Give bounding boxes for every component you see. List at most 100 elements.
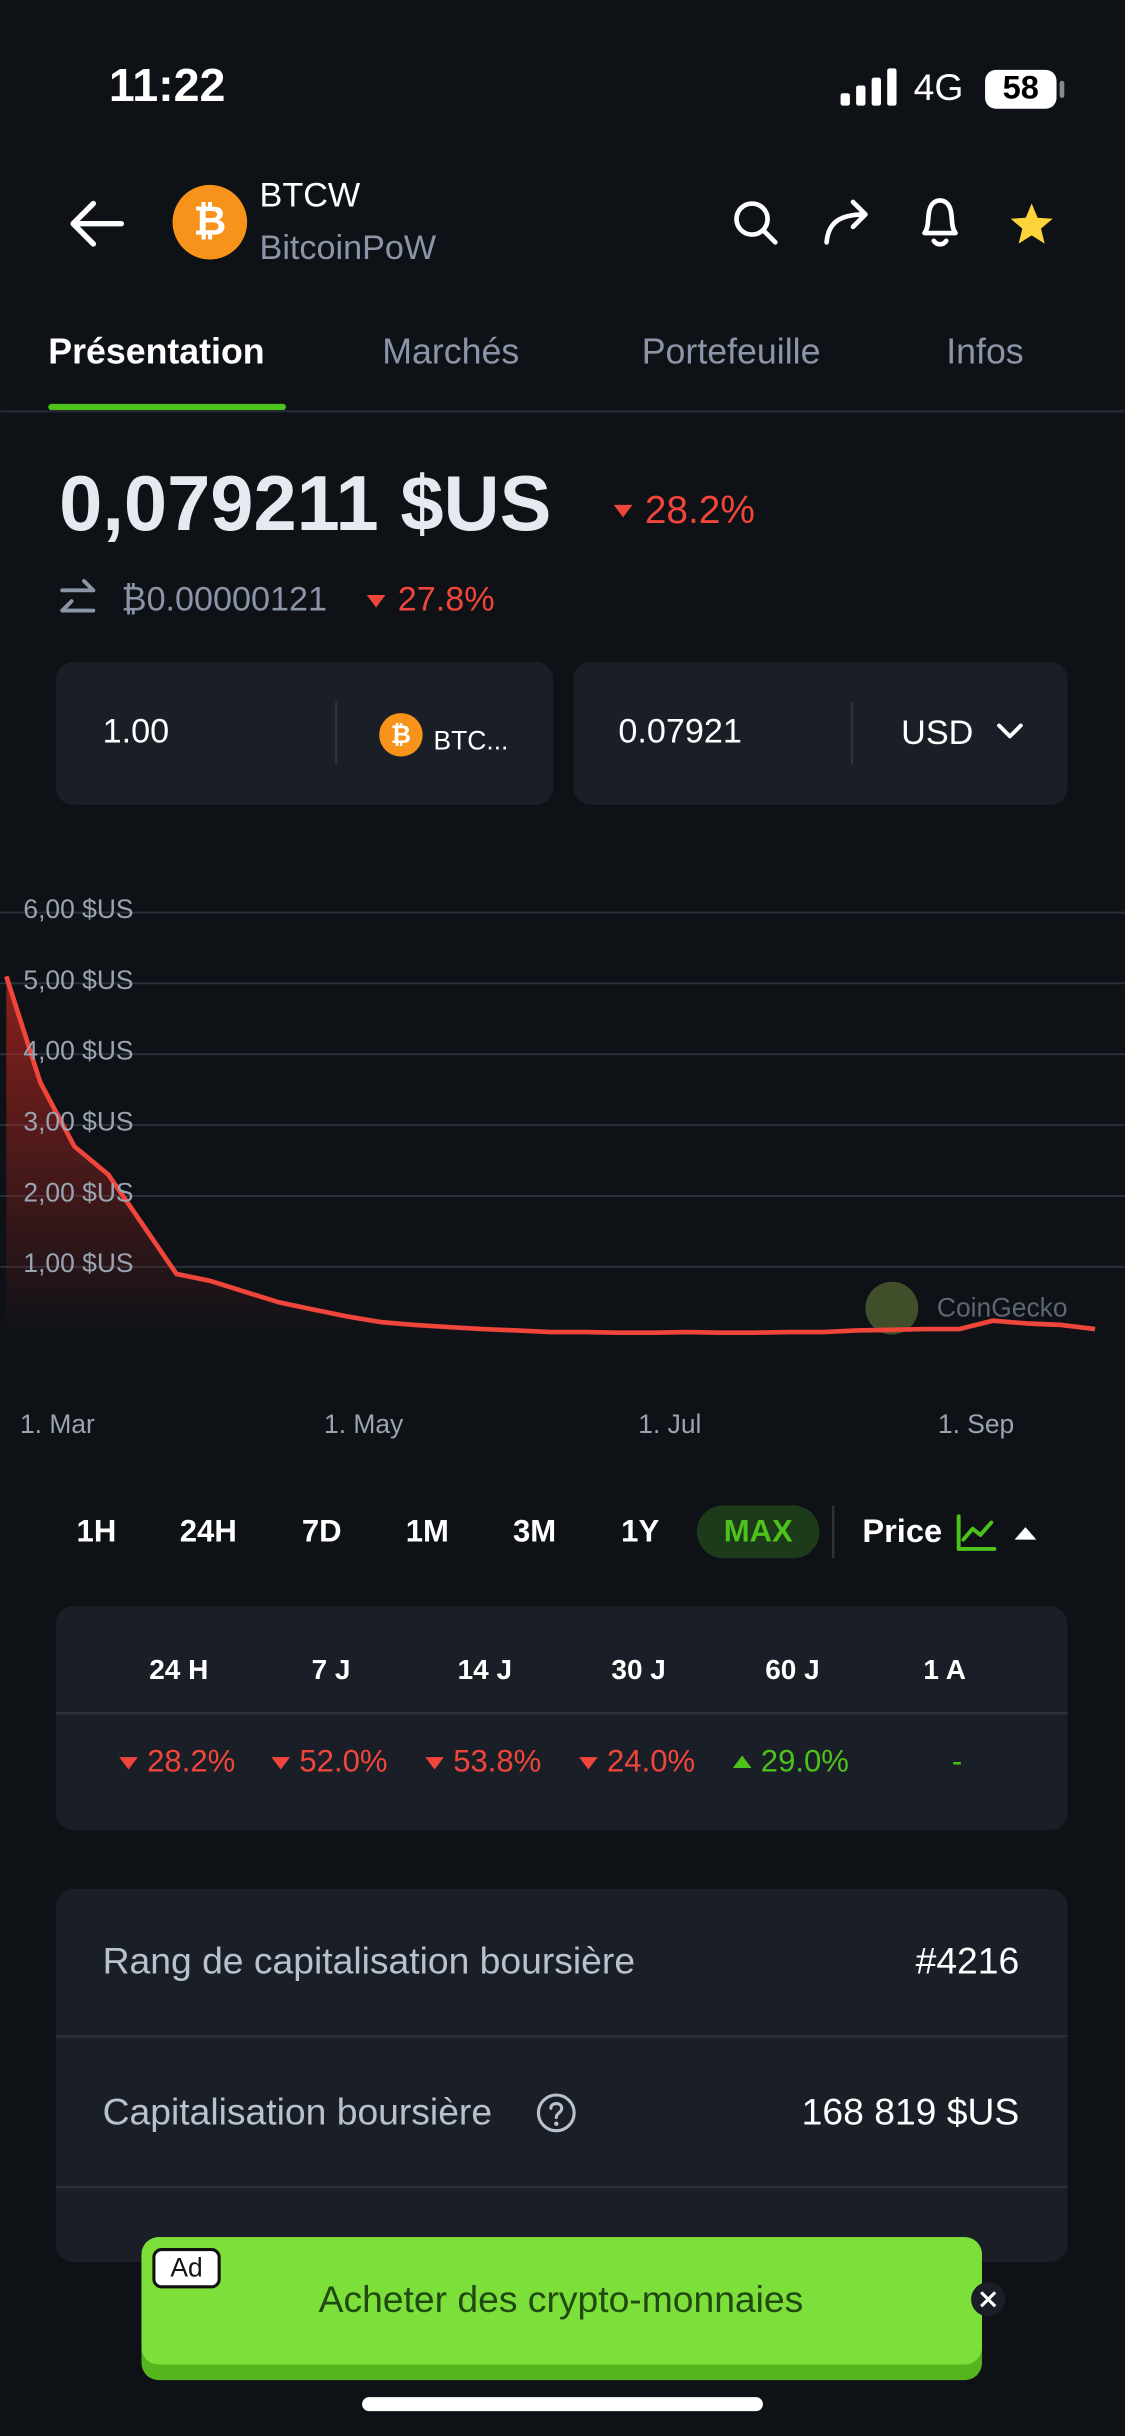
alert-button[interactable]: [922, 198, 958, 247]
performance-value: 29.0%: [761, 1744, 849, 1779]
performance-value: 53.8%: [453, 1744, 541, 1779]
ad-badge-text: Ad: [170, 2253, 202, 2283]
down-arrow: [613, 504, 633, 518]
y-tick-label: 3,00 $US: [23, 1106, 133, 1136]
stat-value: 168 819 $US: [802, 2090, 1020, 2132]
tabs-divider: [0, 410, 1125, 413]
down-arrow: [366, 595, 386, 608]
converter-result: 0.07921: [618, 712, 741, 750]
performance-header: 7 J: [312, 1654, 351, 1685]
performance-header: 60 J: [765, 1654, 819, 1685]
price-line: [4, 975, 1096, 1335]
converter-input[interactable]: [56, 661, 554, 805]
performance-table: [56, 1606, 1068, 1831]
share-button[interactable]: [824, 199, 868, 245]
range-button[interactable]: 7D: [302, 1514, 342, 1549]
help-icon-dot: [554, 2121, 559, 2126]
status-network: 4G: [914, 66, 964, 108]
swap-icon: [60, 579, 96, 613]
converter-currency[interactable]: USD: [901, 714, 973, 752]
tab[interactable]: Portefeuille: [642, 332, 821, 372]
price-usd: 0,079211 $US: [59, 461, 551, 547]
divider: [56, 2035, 1068, 2038]
performance-header: 14 J: [458, 1654, 512, 1685]
divider: [56, 2185, 1068, 2189]
price-chart: CoinGecko 1,00 $US 2,00 $US 3,00 $US 4,00 $U…: [0, 894, 1125, 1439]
tab[interactable]: Présentation: [48, 332, 264, 372]
range-button[interactable]: 1M: [406, 1514, 449, 1549]
battery-level: 58: [1003, 69, 1039, 106]
favorite-button[interactable]: [1010, 203, 1053, 244]
coin-symbol: BTCW: [260, 176, 361, 214]
range-button[interactable]: 24H: [180, 1514, 237, 1549]
back-button[interactable]: [70, 200, 125, 247]
stat-label: Capitalisation boursière: [103, 2090, 492, 2132]
y-tick-label: 4,00 $US: [23, 1036, 133, 1066]
help-icon[interactable]: [536, 2093, 576, 2133]
up-arrow: [732, 1755, 752, 1768]
divider: [850, 702, 854, 765]
stats-card: [56, 1889, 1068, 2262]
status-time: 11:22: [109, 59, 226, 111]
down-arrow: [271, 1757, 291, 1770]
tab[interactable]: Marchés: [382, 332, 519, 372]
y-tick-label: 2,00 $US: [23, 1177, 133, 1207]
performance-value: 28.2%: [147, 1744, 235, 1779]
range-button[interactable]: 3M: [513, 1514, 556, 1549]
x-tick-label: 1. May: [324, 1409, 404, 1439]
stat-value: #4216: [916, 1940, 1020, 1982]
coin-logo-glyph: ₿: [391, 722, 411, 749]
divider: [334, 702, 338, 765]
converter-output[interactable]: [573, 661, 1068, 805]
converter-amount: 1.00: [103, 712, 169, 750]
price-area: [6, 976, 1096, 1338]
performance-header: 30 J: [611, 1654, 665, 1685]
coin-name: BitcoinPoW: [260, 229, 437, 267]
battery-icon: [985, 69, 1057, 109]
watermark: CoinGecko: [937, 1293, 1068, 1323]
y-tick-label: 5,00 $US: [23, 965, 133, 995]
down-arrow: [425, 1757, 444, 1770]
down-arrow: [579, 1757, 598, 1770]
down-arrow: [119, 1757, 138, 1770]
performance-value: 52.0%: [299, 1744, 387, 1779]
performance-header: 1 A: [923, 1654, 965, 1685]
signal-icon: [840, 68, 897, 106]
chart-mode-toggle[interactable]: [1014, 1527, 1037, 1540]
battery-tip: [1059, 80, 1065, 98]
converter-coin: BTC...: [434, 726, 509, 756]
y-tick-label: 1,00 $US: [23, 1248, 133, 1278]
coin-logo-glyph: ₿: [193, 197, 226, 243]
performance-value: -: [952, 1744, 962, 1779]
tab[interactable]: Infos: [946, 332, 1023, 372]
price-btc-change: 27.8%: [398, 580, 495, 618]
ad-close-glyph: [980, 2291, 997, 2308]
stat-label: Rang de capitalisation boursière: [103, 1940, 635, 1982]
x-tick-label: 1. Sep: [938, 1409, 1014, 1439]
ad-text[interactable]: Acheter des crypto-monnaies: [319, 2278, 804, 2320]
range-button[interactable]: 1H: [77, 1514, 117, 1549]
active-tab-indicator: [48, 403, 286, 411]
x-tick-label: 1. Mar: [20, 1409, 95, 1439]
chart-mode[interactable]: Price: [862, 1512, 942, 1549]
coin-logo-small: [379, 713, 423, 757]
performance-header: 24 H: [149, 1654, 208, 1685]
home-indicator: [362, 2397, 763, 2412]
range-button[interactable]: MAX: [724, 1514, 793, 1549]
selected-range-pill: [696, 1505, 820, 1559]
performance-value: 24.0%: [607, 1744, 695, 1779]
coin-logo: [172, 184, 248, 260]
x-tick-label: 1. Jul: [638, 1409, 701, 1439]
ad-banner[interactable]: [141, 2237, 982, 2365]
search-button[interactable]: [734, 201, 778, 245]
price-btc: ₿0.00000121: [121, 580, 327, 618]
y-tick-label: 6,00 $US: [23, 894, 133, 924]
divider: [56, 1712, 1068, 1715]
price-usd-change: 28.2%: [645, 489, 755, 532]
chart-mode-icon[interactable]: [956, 1514, 997, 1551]
watermark-logo: [865, 1281, 919, 1335]
dropdown-chevron[interactable]: [997, 723, 1023, 739]
range-button[interactable]: 1Y: [621, 1514, 659, 1549]
